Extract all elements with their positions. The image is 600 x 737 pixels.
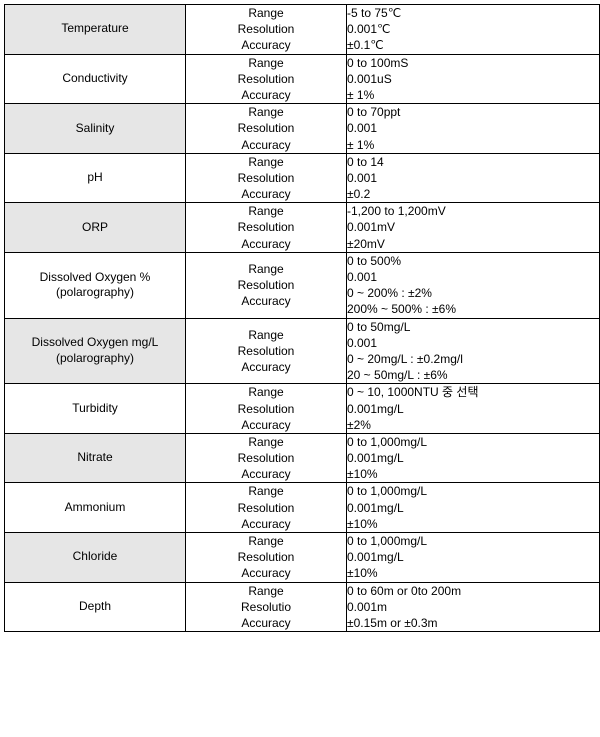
- attribute-labels-cell: Range Resolution Accuracy: [186, 5, 347, 55]
- specifications-table: TemperatureRange Resolution Accuracy-5 t…: [4, 4, 600, 632]
- value-cell: 0 to 1,000mg/L 0.001mg/L ±10%: [347, 483, 600, 533]
- parameter-cell: Ammonium: [5, 483, 186, 533]
- table-row: NitrateRange Resolution Accuracy0 to 1,0…: [5, 433, 600, 483]
- parameter-cell: Turbidity: [5, 384, 186, 434]
- parameter-cell: Nitrate: [5, 433, 186, 483]
- parameter-cell: Depth: [5, 582, 186, 632]
- attribute-labels-cell: Range Resolution Accuracy: [186, 153, 347, 203]
- table-row: DepthRange Resolutio Accuracy0 to 60m or…: [5, 582, 600, 632]
- parameter-cell: pH: [5, 153, 186, 203]
- table-row: Dissolved Oxygen % (polarography)Range R…: [5, 252, 600, 318]
- attribute-labels-cell: Range Resolution Accuracy: [186, 54, 347, 104]
- table-row: TemperatureRange Resolution Accuracy-5 t…: [5, 5, 600, 55]
- table-row: ChlorideRange Resolution Accuracy0 to 1,…: [5, 533, 600, 583]
- table-row: ORPRange Resolution Accuracy-1,200 to 1,…: [5, 203, 600, 253]
- table-row: pHRange Resolution Accuracy0 to 14 0.001…: [5, 153, 600, 203]
- value-cell: 0 to 1,000mg/L 0.001mg/L ±10%: [347, 533, 600, 583]
- table-row: Dissolved Oxygen mg/L (polarography)Rang…: [5, 318, 600, 384]
- value-cell: 0 to 50mg/L 0.001 0 ~ 20mg/L : ±0.2mg/l …: [347, 318, 600, 384]
- parameter-cell: Temperature: [5, 5, 186, 55]
- table-row: SalinityRange Resolution Accuracy0 to 70…: [5, 104, 600, 154]
- attribute-labels-cell: Range Resolution Accuracy: [186, 252, 347, 318]
- table-row: AmmoniumRange Resolution Accuracy0 to 1,…: [5, 483, 600, 533]
- value-cell: -1,200 to 1,200mV 0.001mV ±20mV: [347, 203, 600, 253]
- attribute-labels-cell: Range Resolution Accuracy: [186, 533, 347, 583]
- parameter-cell: ORP: [5, 203, 186, 253]
- value-cell: 0 to 60m or 0to 200m 0.001m ±0.15m or ±0…: [347, 582, 600, 632]
- attribute-labels-cell: Range Resolutio Accuracy: [186, 582, 347, 632]
- table-row: ConductivityRange Resolution Accuracy0 t…: [5, 54, 600, 104]
- parameter-cell: Dissolved Oxygen mg/L (polarography): [5, 318, 186, 384]
- value-cell: 0 to 100mS 0.001uS ± 1%: [347, 54, 600, 104]
- parameter-cell: Dissolved Oxygen % (polarography): [5, 252, 186, 318]
- attribute-labels-cell: Range Resolution Accuracy: [186, 433, 347, 483]
- value-cell: -5 to 75℃ 0.001℃ ±0.1℃: [347, 5, 600, 55]
- specifications-body: TemperatureRange Resolution Accuracy-5 t…: [5, 5, 600, 632]
- value-cell: 0 to 70ppt 0.001 ± 1%: [347, 104, 600, 154]
- value-cell: 0 to 14 0.001 ±0.2: [347, 153, 600, 203]
- attribute-labels-cell: Range Resolution Accuracy: [186, 483, 347, 533]
- value-cell: 0 to 1,000mg/L 0.001mg/L ±10%: [347, 433, 600, 483]
- parameter-cell: Salinity: [5, 104, 186, 154]
- parameter-cell: Conductivity: [5, 54, 186, 104]
- attribute-labels-cell: Range Resolution Accuracy: [186, 203, 347, 253]
- attribute-labels-cell: Range Resolution Accuracy: [186, 318, 347, 384]
- value-cell: 0 to 500% 0.001 0 ~ 200% : ±2% 200% ~ 50…: [347, 252, 600, 318]
- table-row: TurbidityRange Resolution Accuracy0 ~ 10…: [5, 384, 600, 434]
- parameter-cell: Chloride: [5, 533, 186, 583]
- attribute-labels-cell: Range Resolution Accuracy: [186, 104, 347, 154]
- value-cell: 0 ~ 10, 1000NTU 중 선택 0.001mg/L ±2%: [347, 384, 600, 434]
- attribute-labels-cell: Range Resolution Accuracy: [186, 384, 347, 434]
